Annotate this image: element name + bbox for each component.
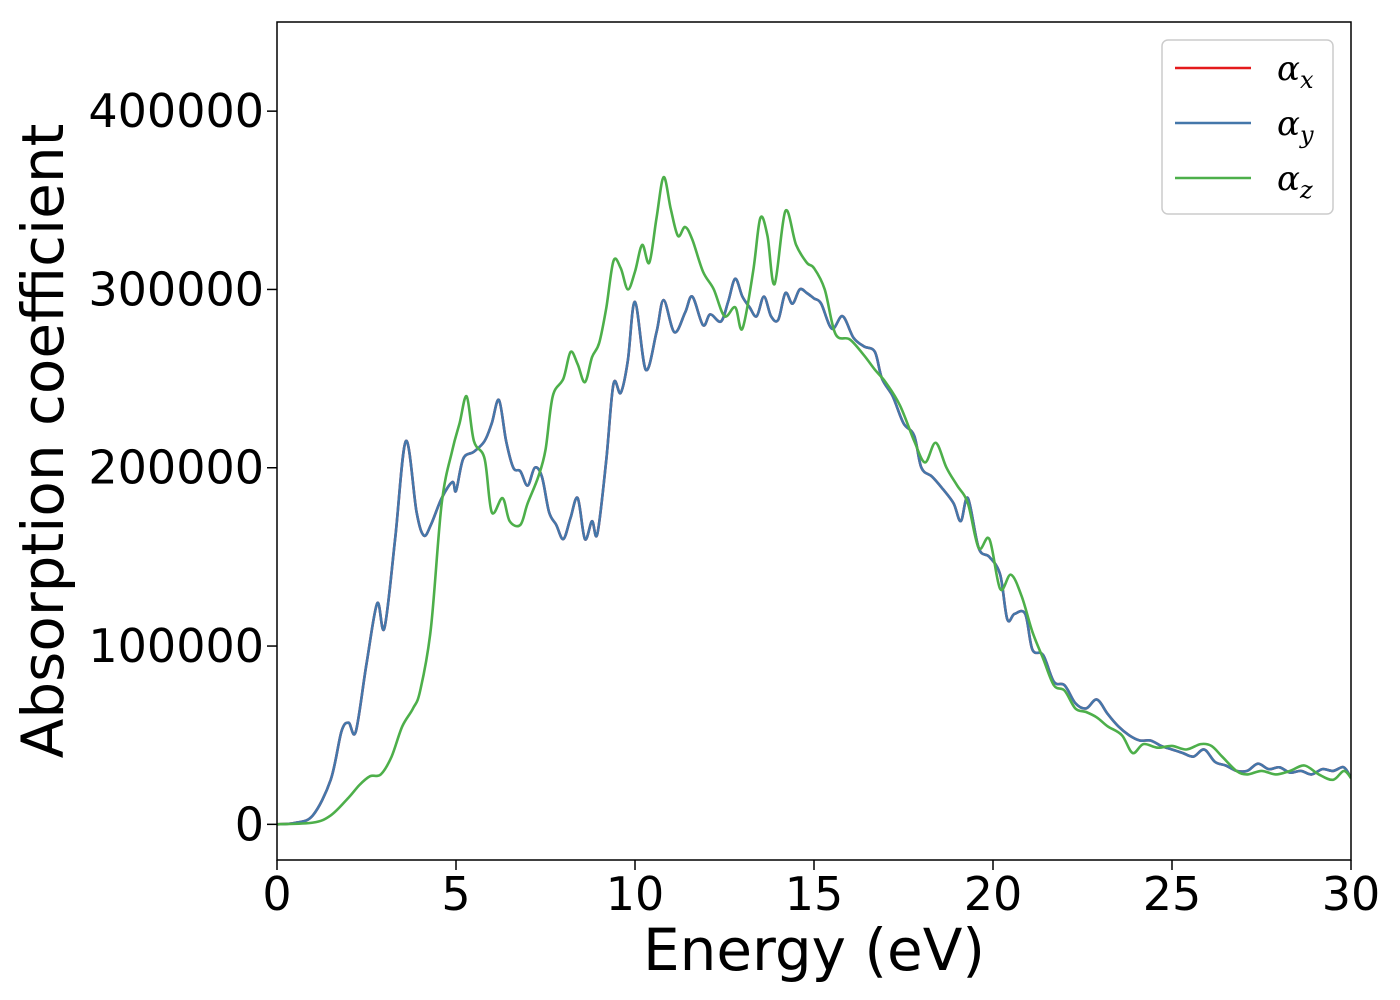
y-tick-label: 300000 <box>88 262 264 316</box>
x-tick-label: 0 <box>262 867 291 921</box>
x-tick-label: 10 <box>606 867 665 921</box>
legend-label-z: αz <box>1277 159 1313 204</box>
series-line-y <box>277 277 1351 826</box>
x-tick-label: 30 <box>1322 867 1381 921</box>
y-axis: 0 100000 200000 300000 400000 <box>88 84 277 851</box>
legend-frame <box>1161 39 1334 215</box>
y-tick-label: 0 <box>235 797 264 851</box>
y-tick-label: 100000 <box>88 619 264 673</box>
legend: αx αy αz <box>1161 39 1334 215</box>
x-tick-label: 15 <box>785 867 844 921</box>
series-line-z <box>277 175 1351 826</box>
y-tick-label: 400000 <box>88 84 264 138</box>
plot-lines <box>277 175 1351 826</box>
legend-label-y: αy <box>1277 104 1314 149</box>
x-tick-label: 25 <box>1143 867 1202 921</box>
legend-label-x: αx <box>1277 49 1314 94</box>
x-axis: 0 5 10 15 20 25 30 <box>262 860 1380 921</box>
y-axis-title: Absorption coefficient <box>9 124 77 759</box>
x-tick-label: 20 <box>964 867 1023 921</box>
y-tick-label: 200000 <box>88 441 264 495</box>
x-tick-label: 5 <box>441 867 470 921</box>
x-axis-title: Energy (eV) <box>643 916 985 984</box>
